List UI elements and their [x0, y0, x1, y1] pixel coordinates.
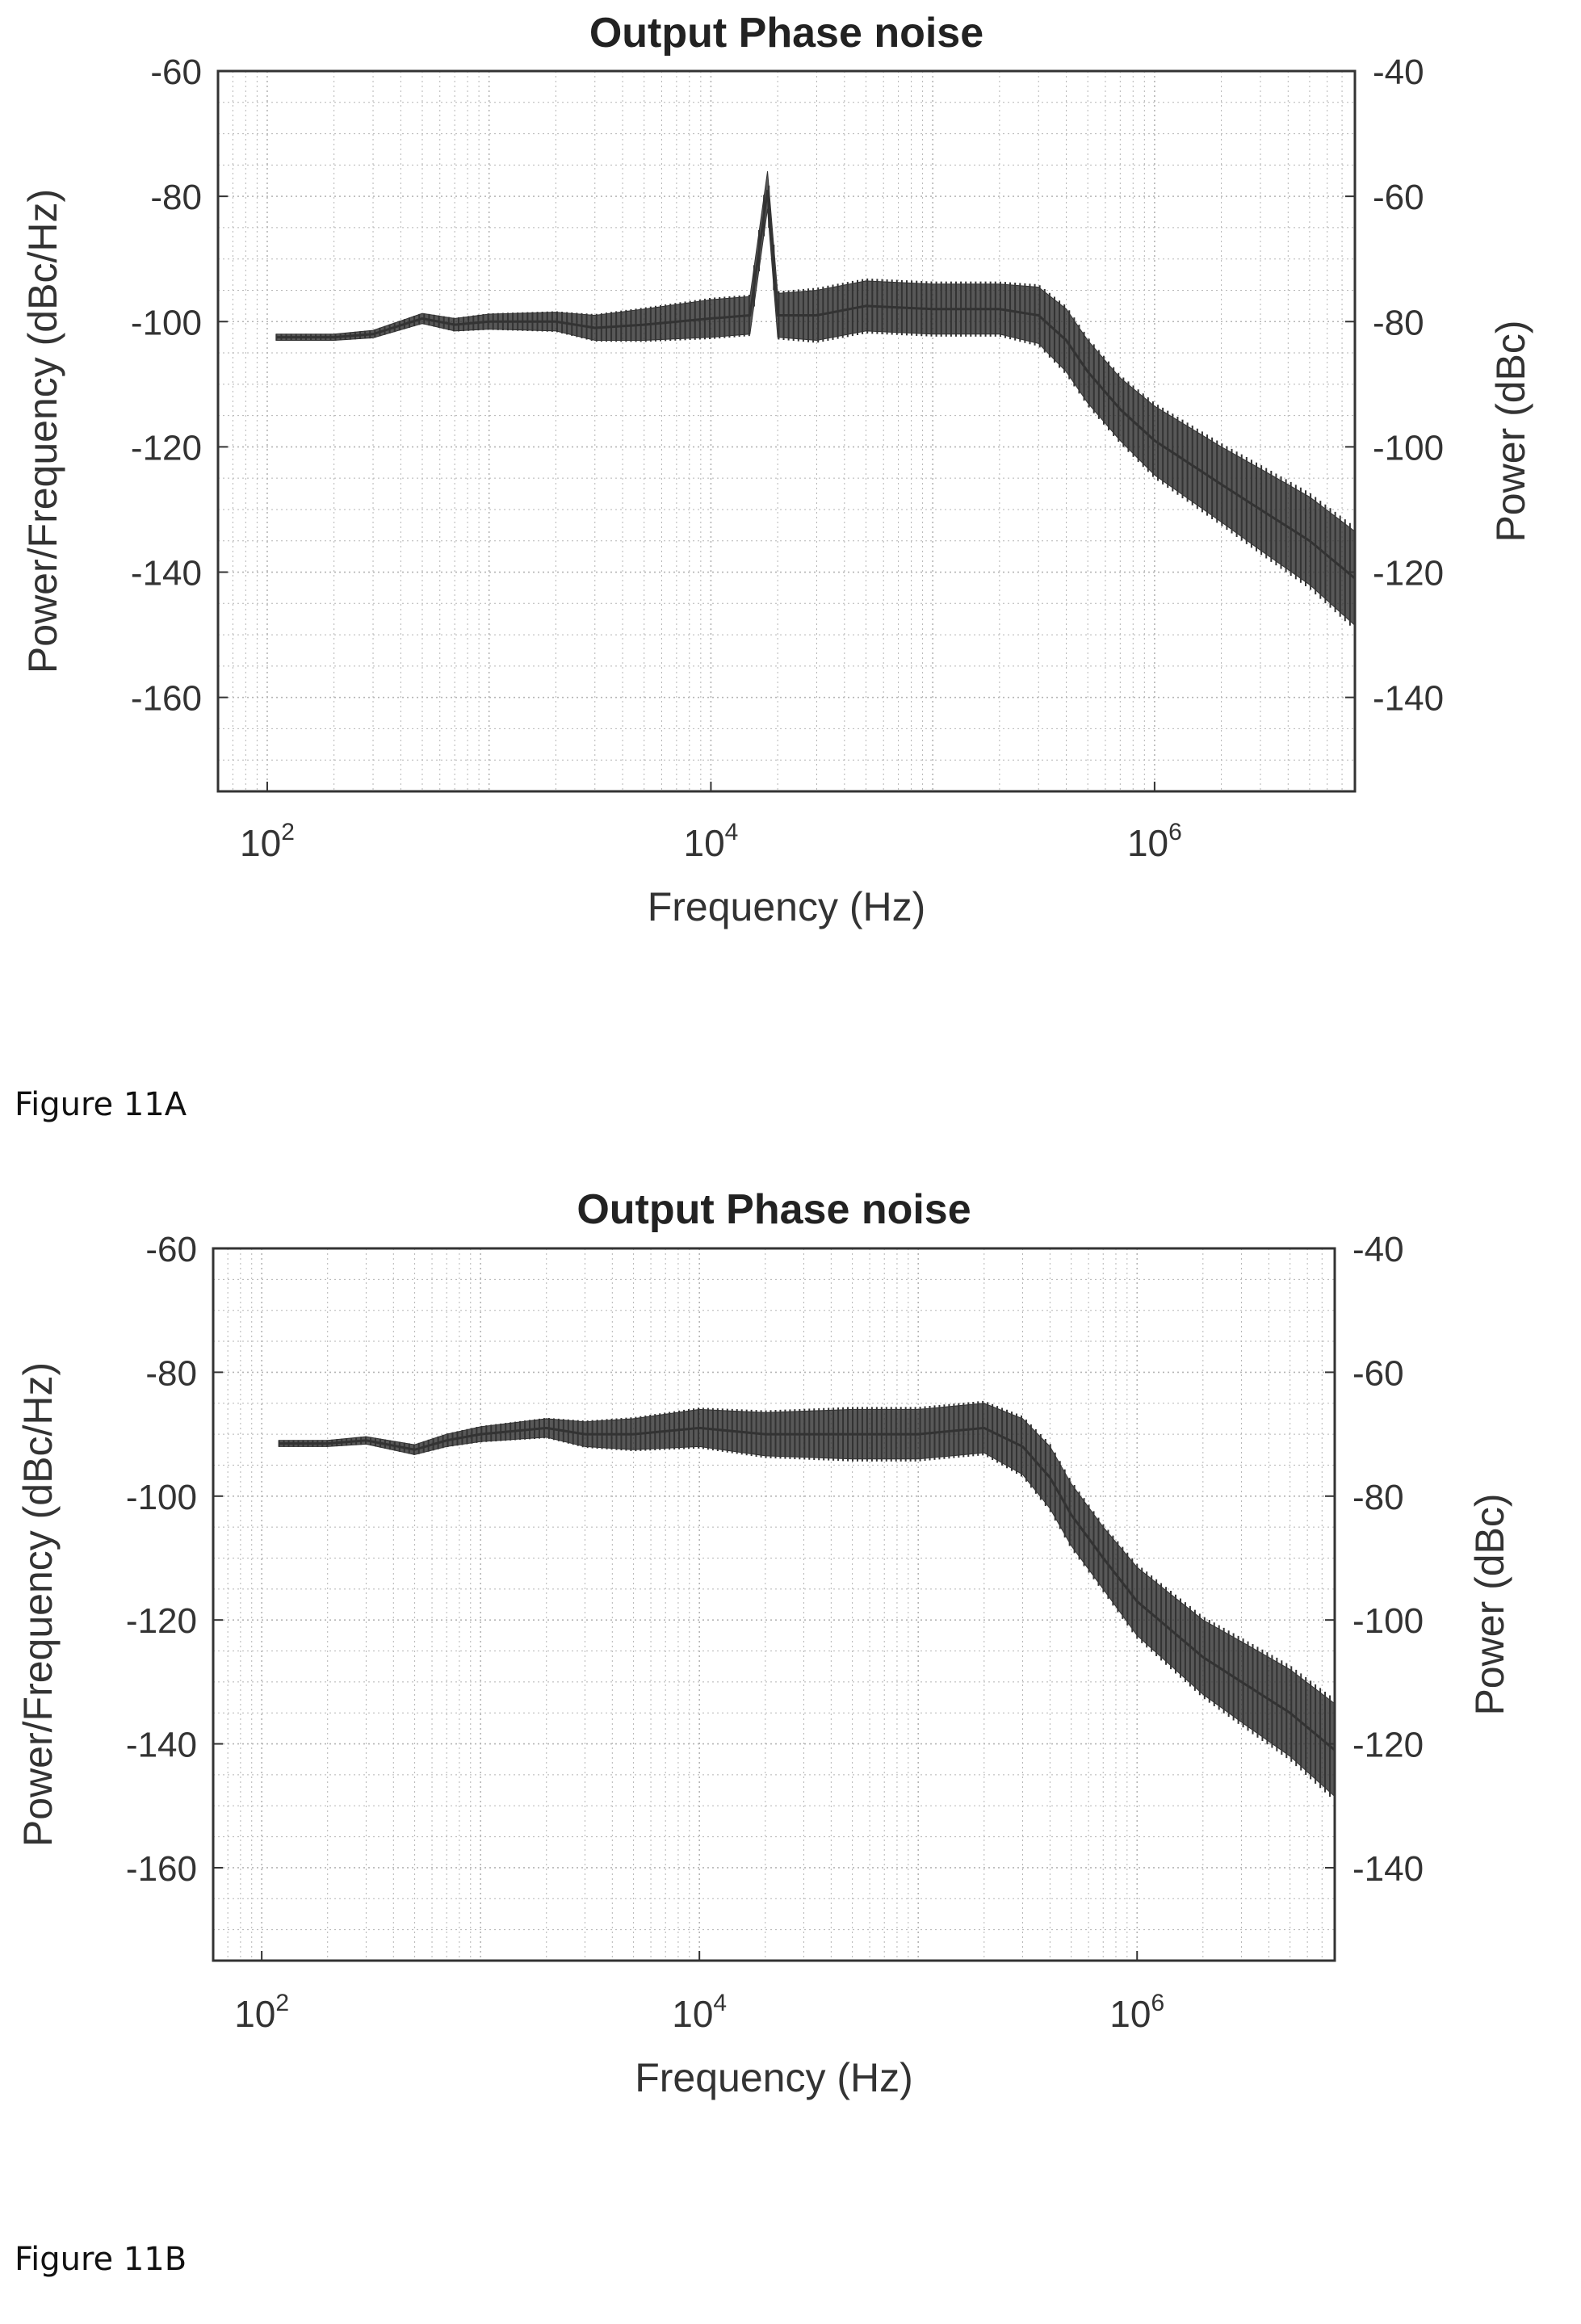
plot-frame: [212, 1247, 1336, 1962]
y-tick-label: -60: [145, 1230, 197, 1269]
y-tick-label: -100: [126, 1478, 197, 1517]
x-tick-label-exponent: 6: [1151, 1990, 1164, 2016]
y-tick-label: -120: [131, 428, 202, 468]
plot-frame: [216, 69, 1357, 793]
series-band: [275, 171, 1356, 627]
series-line: [275, 171, 1356, 631]
chart-11b: Output Phase noise -60 -80 -100 -120 -140 -160…: [15, 1186, 1512, 2100]
x-axis-label: Frequency (Hz): [635, 2055, 913, 2100]
x-tick-label-base: 10: [683, 822, 724, 864]
x-tick-label-exponent: 4: [725, 819, 739, 845]
y-axis-label: Power/Frequency (dBc/Hz): [15, 1362, 61, 1847]
y2-tick-label: -140: [1352, 1849, 1424, 1889]
x-tick-label: 106: [1109, 1990, 1164, 2035]
x-tick-label: 104: [672, 1990, 727, 2035]
x-axis-label: Frequency (Hz): [648, 884, 926, 929]
x-tick-label-base: 10: [1127, 822, 1168, 864]
chart-title: Output Phase noise: [589, 10, 983, 57]
x-tick-label: 102: [234, 1990, 289, 2035]
y2-tick-label: -80: [1373, 303, 1424, 342]
y2-tick-label: -120: [1373, 554, 1444, 594]
y-tick-label: -60: [150, 52, 202, 92]
y-tick-label: -140: [131, 554, 202, 594]
x-tick-label-exponent: 6: [1168, 819, 1182, 845]
y-tick-label: -120: [126, 1601, 197, 1641]
figure-11b-caption: Figure 11B: [15, 2241, 187, 2278]
y2-tick-label: -100: [1352, 1601, 1424, 1641]
y2-tick-label: -40: [1373, 52, 1424, 92]
x-tick-label: 106: [1127, 819, 1182, 864]
y2-tick-label: -100: [1373, 428, 1444, 468]
x-tick-label-base: 10: [240, 822, 281, 864]
y-tick-label: -160: [126, 1849, 197, 1889]
y-tick-label: -140: [126, 1726, 197, 1765]
y-tick-label: -100: [131, 303, 202, 342]
figure-11a-caption: Figure 11A: [15, 1086, 187, 1123]
y-axis-label: Power/Frequency (dBc/Hz): [20, 189, 65, 673]
x-tick-label: 102: [240, 819, 295, 864]
figure-11b: Output Phase noise -60 -80 -100 -120 -140 -160…: [0, 1179, 1581, 2229]
y-tick-label: -80: [145, 1353, 197, 1393]
chart-11a: Output Phase noise -60 -80 -100 -120 -140 -160…: [20, 10, 1533, 929]
y2-axis-label: Power (dBc): [1488, 320, 1533, 542]
y2-tick-label: -120: [1352, 1726, 1424, 1765]
x-tick-label-base: 10: [234, 1993, 275, 2035]
y2-tick-label: -140: [1373, 679, 1444, 719]
y2-tick-label: -80: [1352, 1478, 1404, 1517]
y2-tick-label: -60: [1373, 178, 1424, 217]
x-tick-label-exponent: 2: [281, 819, 295, 845]
y2-axis-label: Power (dBc): [1467, 1493, 1512, 1715]
series-line: [278, 1400, 1336, 1802]
chart-title: Output Phase noise: [577, 1186, 971, 1233]
x-tick-label-exponent: 2: [275, 1990, 289, 2016]
x-tick-label-exponent: 4: [713, 1990, 727, 2016]
figure-11a: Output Phase noise -60 -80 -100 -120 -140 -160…: [0, 0, 1581, 993]
x-tick-label-base: 10: [672, 1993, 713, 2035]
y2-tick-label: -40: [1352, 1230, 1404, 1269]
x-tick-label-base: 10: [1109, 1993, 1151, 2035]
y2-tick-label: -60: [1352, 1353, 1404, 1393]
y-tick-label: -80: [150, 178, 202, 217]
y-tick-label: -160: [131, 679, 202, 719]
x-tick-label: 104: [683, 819, 738, 864]
